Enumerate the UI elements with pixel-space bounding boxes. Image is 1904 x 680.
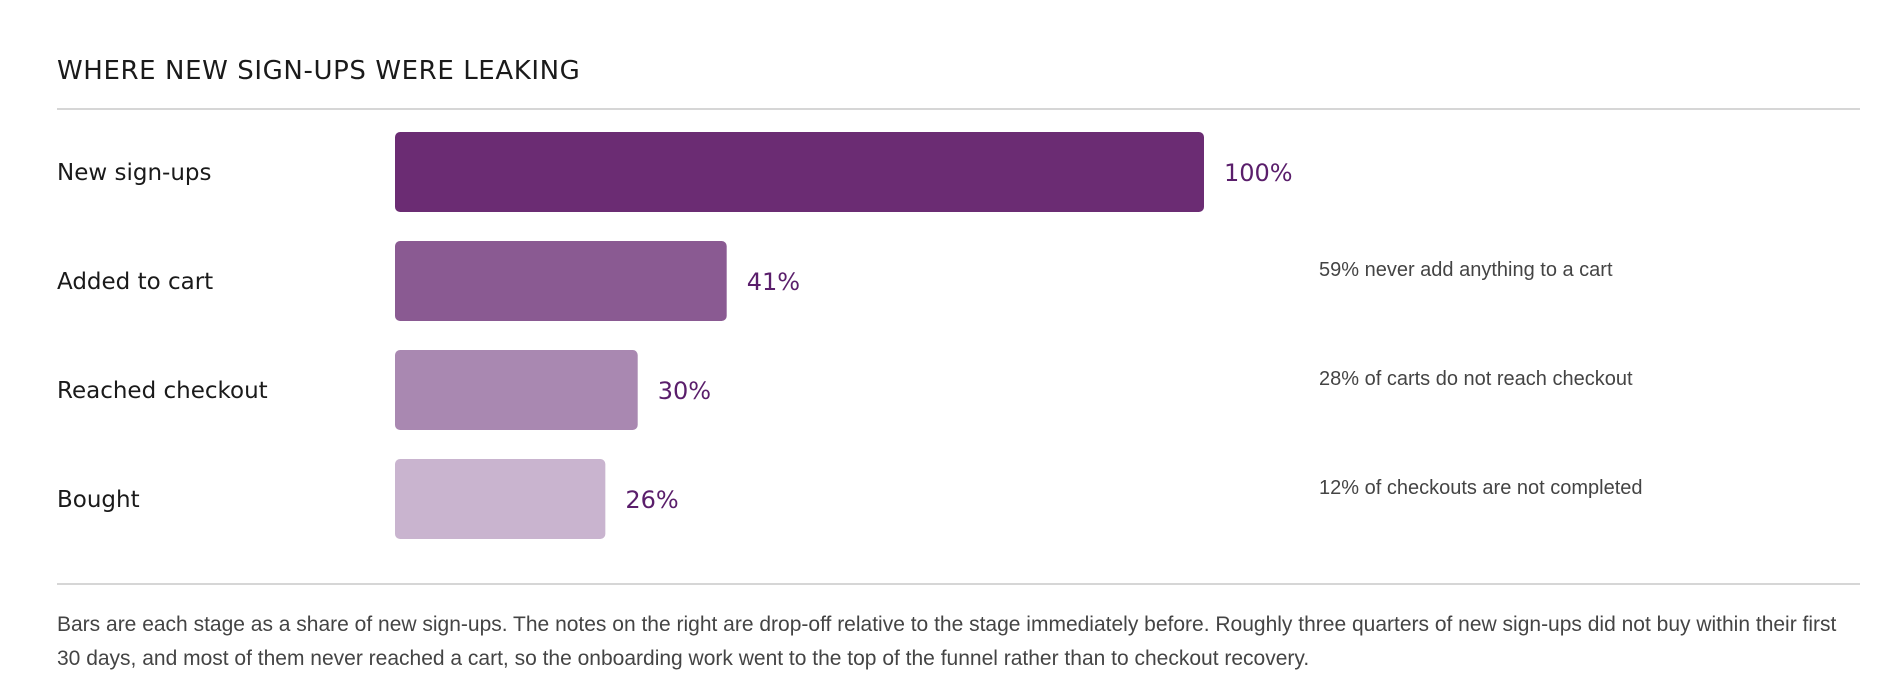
bar-new-sign-ups — [395, 132, 1204, 212]
bar-bought — [395, 459, 606, 539]
bottom-divider — [57, 583, 1860, 585]
dropoff-note-added-to-cart: 59% never add anything to a cart — [1319, 259, 1613, 281]
top-divider — [57, 108, 1860, 110]
bar-added-to-cart — [395, 241, 727, 321]
dropoff-note-reached-checkout: 28% of carts do not reach checkout — [1319, 368, 1633, 390]
stage-label-added-to-cart: Added to cart — [57, 269, 213, 295]
stage-label-new-sign-ups: New sign-ups — [57, 160, 212, 186]
dropoff-note-bought: 12% of checkouts are not completed — [1319, 477, 1643, 499]
chart-caption: Bars are each stage as a share of new si… — [57, 613, 1837, 670]
chart-title: WHERE NEW SIGN-UPS WERE LEAKING — [57, 56, 581, 86]
stage-label-reached-checkout: Reached checkout — [57, 378, 268, 404]
value-label-reached-checkout: 30% — [658, 377, 711, 405]
stage-label-bought: Bought — [57, 487, 140, 513]
funnel-chart: New sign-ups 100% Added to cart 41% 59% neve… — [57, 132, 1643, 539]
funnel-panel: WHERE NEW SIGN-UPS WERE LEAKING New sign… — [57, 0, 1860, 680]
bar-reached-checkout — [395, 350, 638, 430]
value-label-bought: 26% — [625, 486, 678, 514]
value-label-added-to-cart: 41% — [747, 268, 800, 296]
value-label-new-sign-ups: 100% — [1224, 159, 1293, 187]
